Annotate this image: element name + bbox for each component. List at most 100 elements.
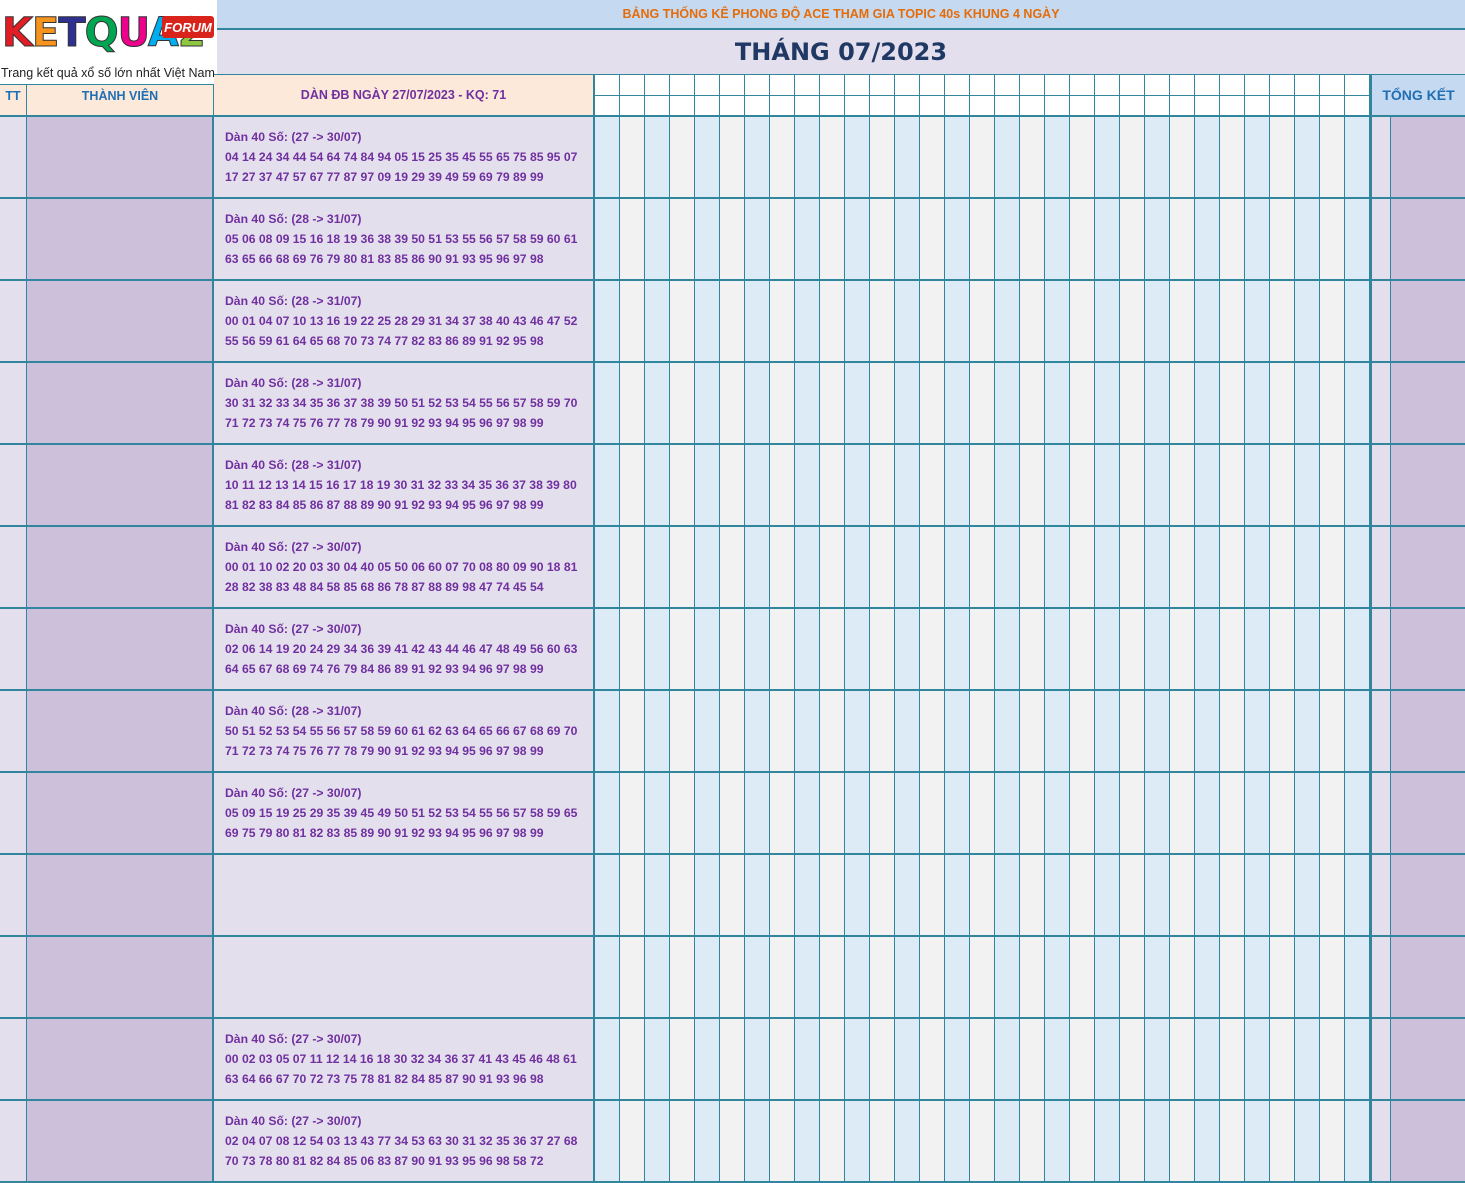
row-tt [0, 281, 27, 363]
member-name[interactable] [27, 117, 214, 199]
member-name[interactable] [27, 691, 214, 773]
day-mark [620, 773, 645, 855]
day-mark [895, 691, 920, 773]
day-result [920, 96, 945, 115]
day-mark [1120, 281, 1145, 363]
member-name[interactable] [27, 527, 214, 609]
day-mark [1095, 363, 1120, 445]
col-header-dan: DÀN ĐB NGÀY 27/07/2023 - KQ: 71 [214, 74, 595, 115]
day-mark [945, 1101, 970, 1183]
day-mark [1095, 281, 1120, 363]
day-result [795, 96, 820, 115]
day-mark [1045, 609, 1070, 691]
member-name[interactable] [27, 281, 214, 363]
day-mark [1120, 691, 1145, 773]
day-mark [1170, 199, 1195, 281]
member-name[interactable] [27, 937, 214, 1019]
day-result [1095, 96, 1120, 115]
day-mark [1145, 691, 1170, 773]
member-name[interactable] [27, 855, 214, 937]
day-mark [1095, 117, 1120, 199]
day-mark [870, 1101, 895, 1183]
day-mark [845, 527, 870, 609]
day-mark [995, 773, 1020, 855]
logo[interactable]: KETQUA2 FORUM Trang kết quả xổ số lớn nh… [0, 0, 217, 84]
day-mark [1270, 1019, 1295, 1101]
day-mark [845, 855, 870, 937]
row-tt [0, 691, 27, 773]
day-mark [895, 117, 920, 199]
day-mark [1295, 199, 1320, 281]
day-mark [1170, 117, 1195, 199]
day-mark [1020, 609, 1045, 691]
summary-total [1391, 445, 1465, 527]
dan-line: Dàn 40 Số: (27 -> 30/07) [225, 1032, 362, 1046]
summary-count [1370, 281, 1391, 363]
banner-title: BẢNG THỐNG KÊ PHONG ĐỘ ACE THAM GIA TOPI… [217, 0, 1465, 30]
day-result [1320, 96, 1345, 115]
day-mark [1195, 445, 1220, 527]
day-mark [1245, 281, 1270, 363]
day-mark [1120, 117, 1145, 199]
member-name[interactable] [27, 445, 214, 527]
day-mark [1170, 937, 1195, 1019]
day-mark [645, 527, 670, 609]
day-header [970, 74, 995, 96]
day-mark [720, 1101, 745, 1183]
day-mark [820, 773, 845, 855]
member-name[interactable] [27, 1101, 214, 1183]
day-header [1145, 74, 1170, 96]
day-mark [1345, 199, 1370, 281]
member-name[interactable] [27, 773, 214, 855]
dan-line: 00 01 04 07 10 13 16 19 22 25 28 29 31 3… [225, 314, 578, 328]
summary-total [1391, 363, 1465, 445]
day-mark [895, 281, 920, 363]
day-mark [1045, 199, 1070, 281]
day-mark [1220, 363, 1245, 445]
day-mark [720, 199, 745, 281]
member-name[interactable] [27, 363, 214, 445]
day-mark [1195, 117, 1220, 199]
dan-numbers: Dàn 40 Số: (28 -> 31/07) 00 01 04 07 10 1… [214, 281, 595, 363]
day-mark [920, 855, 945, 937]
day-mark [795, 609, 820, 691]
member-name[interactable] [27, 609, 214, 691]
summary-total [1391, 117, 1465, 199]
day-mark [1145, 281, 1170, 363]
day-mark [670, 937, 695, 1019]
member-name[interactable] [27, 199, 214, 281]
day-mark [1245, 199, 1270, 281]
dan-line: 00 02 03 05 07 11 12 14 16 18 30 32 34 3… [225, 1052, 577, 1066]
day-result [1045, 96, 1070, 115]
day-mark [1195, 1019, 1220, 1101]
member-name[interactable] [27, 1019, 214, 1101]
day-mark [1270, 445, 1295, 527]
day-mark [695, 1101, 720, 1183]
day-result [1345, 96, 1370, 115]
day-mark [970, 445, 995, 527]
day-mark [1295, 281, 1320, 363]
day-mark [1145, 1019, 1170, 1101]
day-mark [620, 609, 645, 691]
day-mark [870, 117, 895, 199]
day-mark [1270, 609, 1295, 691]
day-mark [620, 691, 645, 773]
day-mark [1220, 1019, 1245, 1101]
col-header-tt: TT [0, 84, 27, 115]
day-mark [845, 773, 870, 855]
day-mark [1070, 609, 1095, 691]
day-mark [1195, 609, 1220, 691]
day-mark [820, 199, 845, 281]
day-header [1245, 74, 1270, 96]
dan-line: 17 27 37 47 57 67 77 87 97 09 19 29 39 4… [225, 170, 544, 184]
summary-total [1391, 527, 1465, 609]
day-mark [1120, 445, 1145, 527]
day-result [645, 96, 670, 115]
dan-line: 30 31 32 33 34 35 36 37 38 39 50 51 52 5… [225, 396, 578, 410]
row-tt [0, 1101, 27, 1183]
day-mark [720, 1019, 745, 1101]
month-title: THÁNG 07/2023 [217, 30, 1465, 74]
day-mark [970, 609, 995, 691]
day-mark [1320, 855, 1345, 937]
day-mark [1245, 691, 1270, 773]
